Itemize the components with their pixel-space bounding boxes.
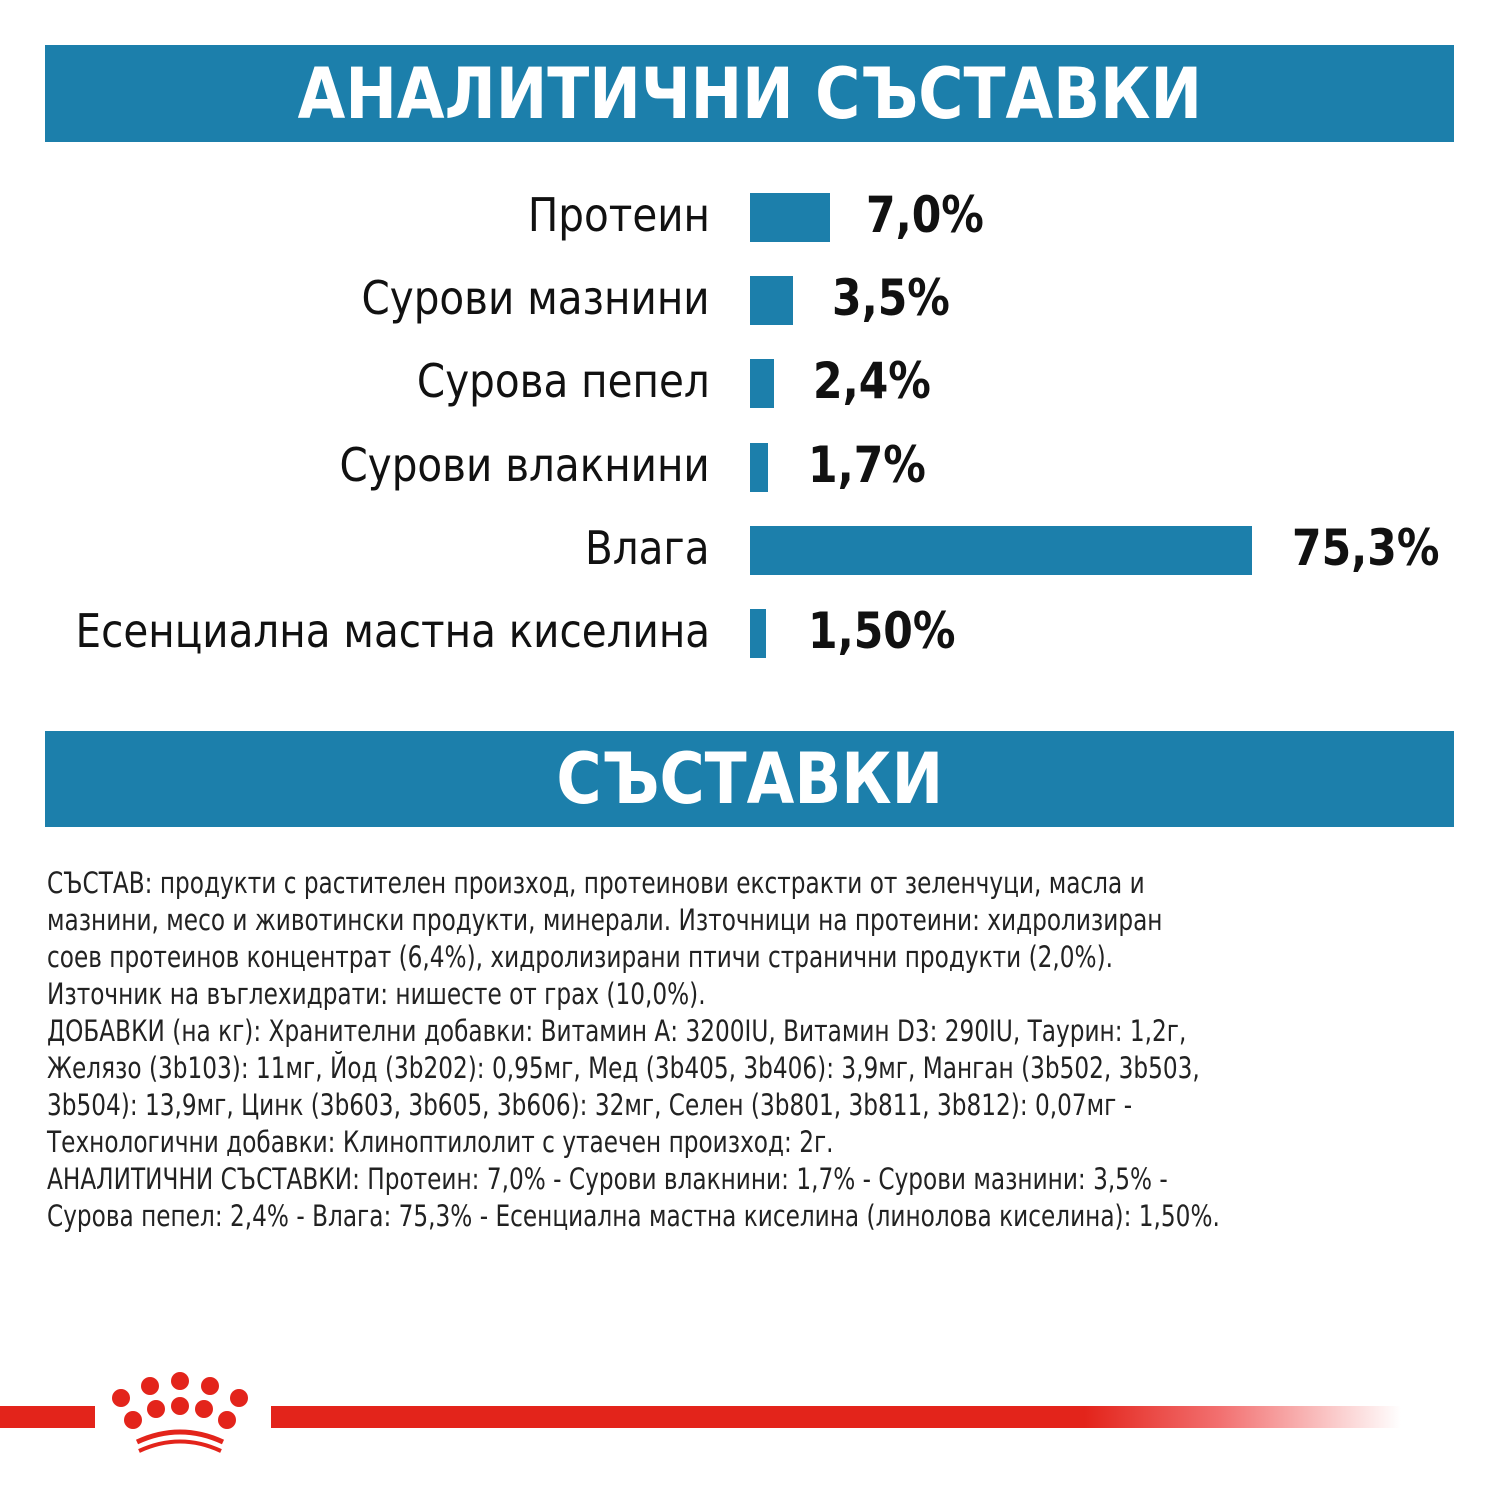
chart-row-crude-fat: Сурови мазнини 3,5% <box>0 263 1500 343</box>
row-value: 75,3% <box>1292 519 1440 577</box>
ingredients-title: СЪСТАВКИ <box>556 738 943 820</box>
composition-line: мазнини, месо и животински продукти, мин… <box>47 903 1163 937</box>
row-label: Сурови мазнини <box>361 271 710 325</box>
row-label: Сурова пепел <box>417 354 710 408</box>
bar <box>750 359 774 408</box>
row-value: 1,50% <box>808 602 956 660</box>
chart-row-protein: Протеин 7,0% <box>0 180 1500 260</box>
row-value: 1,7% <box>808 436 926 494</box>
analytical-constituents-title: АНАЛИТИЧНИ СЪСТАВКИ <box>297 52 1202 135</box>
bar <box>750 276 793 325</box>
composition-line: соев протеинов концентрат (6,4%), хидрол… <box>47 940 1113 974</box>
ingredients-header: СЪСТАВКИ <box>45 731 1454 827</box>
royal-crown-logo-icon <box>112 1372 248 1453</box>
bar <box>750 443 768 492</box>
chart-row-crude-ash: Сурова пепел 2,4% <box>0 346 1500 426</box>
composition-line: Желязо (3b103): 11мг, Йод (3b202): 0,95м… <box>47 1051 1200 1085</box>
row-label: Сурови влакнини <box>339 438 710 492</box>
footer-red-line-right <box>271 1406 1401 1428</box>
composition-line: Сурова пепел: 2,4% - Влага: 75,3% - Есен… <box>47 1199 1220 1233</box>
composition-line: ДОБАВКИ (на кг): Хранителни добавки: Вит… <box>47 1014 1187 1048</box>
chart-row-essential-fatty-acid: Есенциална мастна киселина 1,50% <box>0 596 1500 676</box>
row-value: 3,5% <box>832 269 950 327</box>
chart-row-moisture: Влага 75,3% <box>0 513 1500 593</box>
row-value: 7,0% <box>866 186 984 244</box>
row-label: Протеин <box>527 188 710 242</box>
bar <box>750 609 766 658</box>
footer-red-line-left <box>0 1406 95 1428</box>
bar <box>750 526 1252 575</box>
chart-row-crude-fibre: Сурови влакнини 1,7% <box>0 430 1500 510</box>
bar <box>750 193 830 242</box>
analytical-constituents-header: АНАЛИТИЧНИ СЪСТАВКИ <box>45 45 1454 142</box>
row-label: Есенциална мастна киселина <box>75 604 710 658</box>
composition-line: Технологични добавки: Клиноптилолит с ут… <box>47 1125 834 1159</box>
composition-line: АНАЛИТИЧНИ СЪСТАВКИ: Протеин: 7,0% - Сур… <box>47 1162 1168 1196</box>
composition-line: СЪСТАВ: продукти с растителен произход, … <box>47 866 1145 900</box>
row-value: 2,4% <box>813 352 931 410</box>
composition-line: Източник на въглехидрати: нишесте от гра… <box>47 977 706 1011</box>
row-label: Влага <box>585 521 710 575</box>
composition-text: СЪСТАВ: продукти с растителен произход, … <box>47 865 1467 1235</box>
composition-line: 3b504): 13,9мг, Цинк (3b603, 3b605, 3b60… <box>47 1088 1133 1122</box>
